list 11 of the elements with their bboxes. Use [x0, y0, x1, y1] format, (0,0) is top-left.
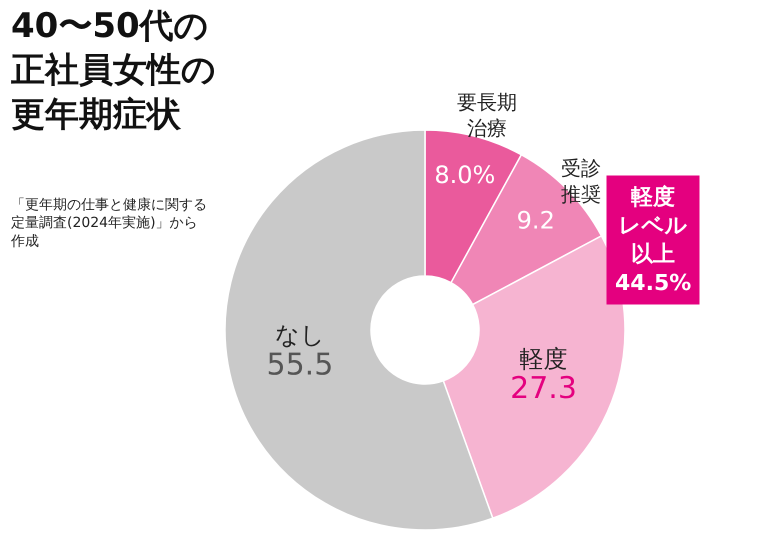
slice-label: 要長期治療 — [457, 90, 517, 140]
slice-label: 受診推奨 — [561, 156, 601, 206]
data-label: 9.2 — [516, 206, 555, 235]
data-label: 27.3 — [510, 371, 577, 406]
data-label: 8.0% — [434, 160, 496, 189]
slice-label: なし — [274, 321, 325, 350]
chart-title: 40〜50代の正社員女性の更年期症状 — [10, 6, 216, 134]
data-label: 55.5 — [266, 347, 334, 382]
slice-label: 軽度 — [520, 345, 568, 374]
text: 「更年期の仕事と健康に関する定量調査(2024年実施)」から作成 — [10, 197, 207, 250]
text: 軽度レベル以上44.5% — [615, 184, 692, 296]
